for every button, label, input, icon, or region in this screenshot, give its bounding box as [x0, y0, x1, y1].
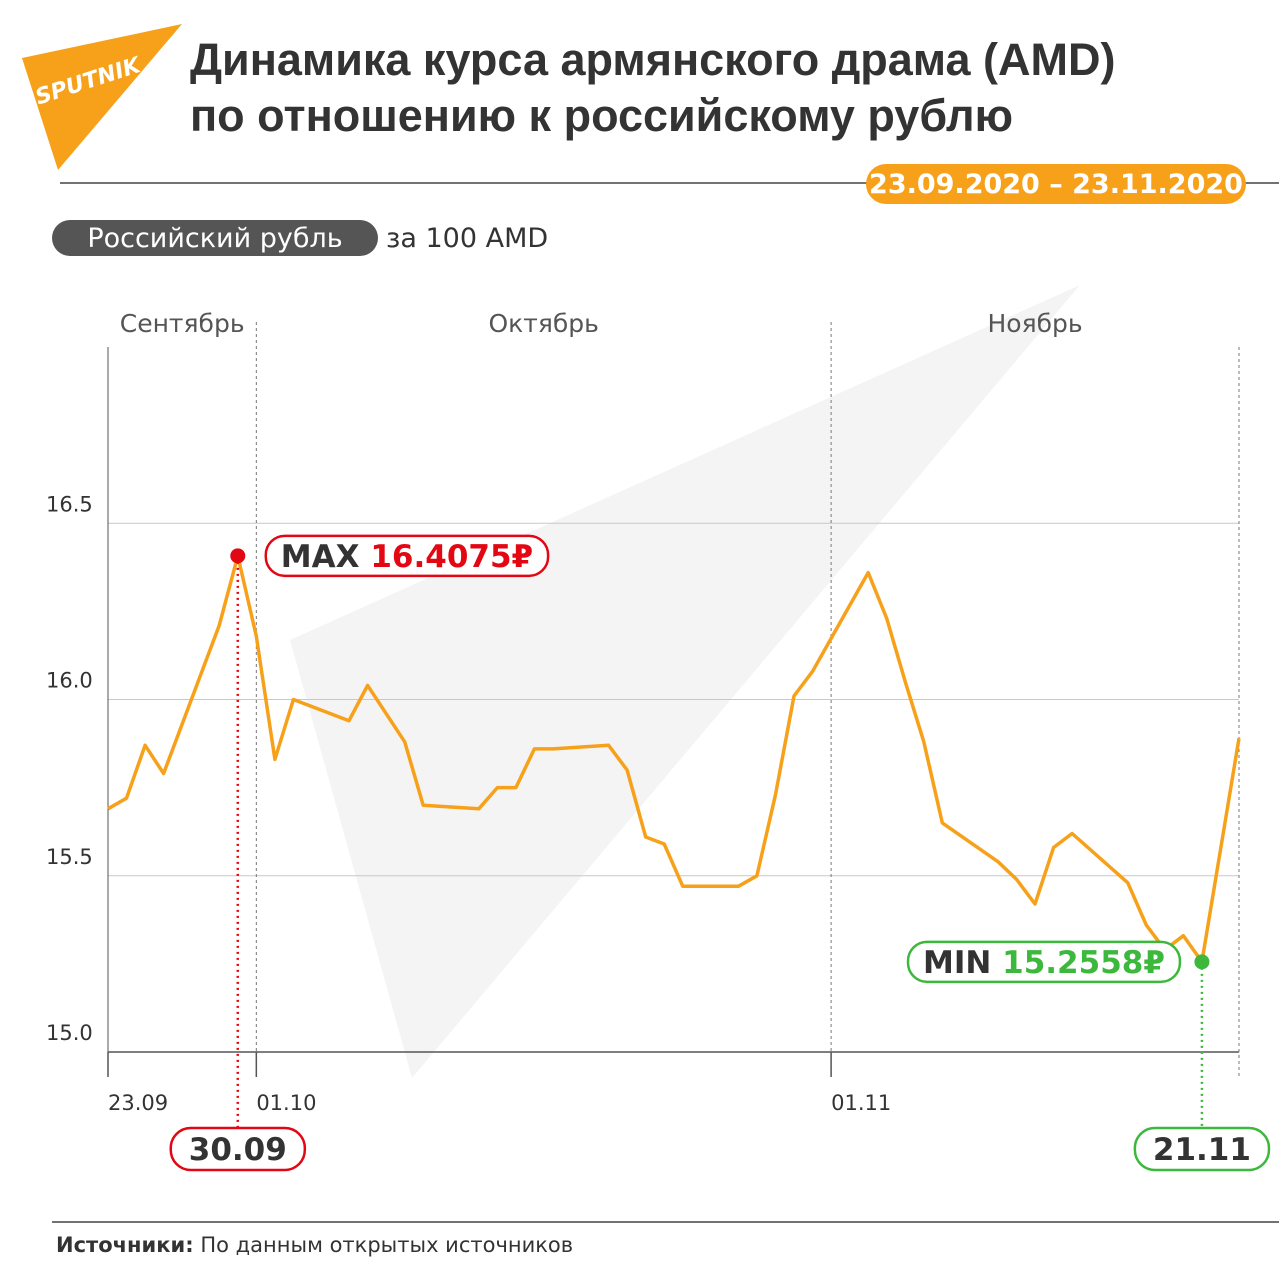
annotation-label: MIN	[923, 945, 991, 981]
annotation-value: 16.4075₽	[370, 539, 533, 575]
date-range-pill	[866, 164, 1246, 204]
annotation-label: MAX	[281, 539, 360, 575]
unit-badge: Российский рубль	[87, 223, 342, 254]
unit-suffix: за 100 AMD	[386, 223, 548, 254]
annotation-point	[230, 548, 246, 564]
chart-title: Динамика курса армянского драма (AMD) по…	[190, 34, 1116, 141]
annotation-date: 21.11	[1153, 1132, 1251, 1168]
y-tick-label: 15.5	[46, 845, 93, 869]
unit-badge-pill	[52, 220, 378, 256]
annotation-value: 15.2558₽	[1002, 945, 1165, 981]
month-label: Октябрь	[489, 309, 599, 338]
annotation-date: 30.09	[189, 1132, 287, 1168]
source-label: Источники:	[56, 1233, 194, 1257]
annotation-text: MAX 16.4075₽	[281, 539, 533, 575]
annotation-pill: MAX 16.4075₽	[264, 534, 550, 578]
logo-shape	[22, 24, 182, 170]
annotation-pill-frame	[906, 940, 1182, 984]
y-tick-label: 16.0	[46, 669, 93, 693]
annotation-text: MIN 15.2558₽	[923, 945, 1165, 981]
month-label: Сентябрь	[120, 309, 245, 338]
y-tick-label: 16.5	[46, 492, 93, 516]
x-tick-label: 01.11	[831, 1091, 891, 1115]
x-tick-label: 01.10	[256, 1091, 316, 1115]
annotation-pill: MIN 15.2558₽	[906, 940, 1182, 984]
annotation-date-frame	[169, 1126, 307, 1172]
annotation-date-frame	[1133, 1126, 1271, 1172]
x-tick-label: 23.09	[108, 1091, 168, 1115]
month-label: Ноябрь	[987, 309, 1082, 338]
annotation-date-pill: 21.11	[1133, 1126, 1271, 1172]
watermark	[290, 285, 1080, 1078]
data-line	[107, 554, 1241, 964]
annotation-point	[1194, 954, 1210, 970]
y-tick-label: 15.0	[46, 1021, 93, 1045]
source: По данным открытых источников	[200, 1233, 573, 1257]
annotation-pill-frame	[264, 534, 550, 578]
footer: Источники: По данным открытых источников	[56, 1233, 573, 1257]
date-range: 23.09.2020 – 23.11.2020	[869, 169, 1243, 200]
annotation-date-pill: 30.09	[169, 1126, 307, 1172]
